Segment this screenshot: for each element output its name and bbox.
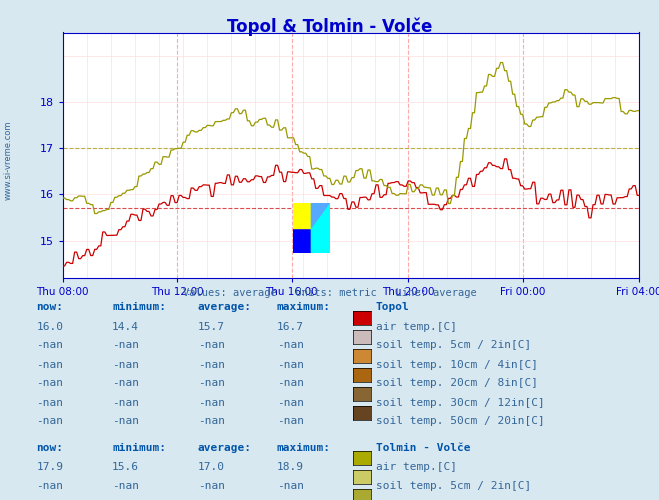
Text: www.si-vreme.com: www.si-vreme.com bbox=[3, 120, 13, 200]
Text: soil temp. 20cm / 8in[C]: soil temp. 20cm / 8in[C] bbox=[376, 378, 538, 388]
Text: 16.0: 16.0 bbox=[36, 322, 63, 332]
Text: average:: average: bbox=[198, 443, 252, 453]
Text: air temp.[C]: air temp.[C] bbox=[376, 322, 457, 332]
Bar bbox=[293, 202, 312, 228]
Text: -nan: -nan bbox=[198, 340, 225, 350]
Text: -nan: -nan bbox=[277, 360, 304, 370]
Text: -nan: -nan bbox=[198, 398, 225, 407]
Text: 18.9: 18.9 bbox=[277, 462, 304, 472]
Text: Tolmin - Volče: Tolmin - Volče bbox=[376, 443, 470, 453]
Text: -nan: -nan bbox=[198, 360, 225, 370]
Text: 17.0: 17.0 bbox=[198, 462, 225, 472]
Text: -nan: -nan bbox=[36, 340, 63, 350]
Text: 15.6: 15.6 bbox=[112, 462, 139, 472]
Text: soil temp. 10cm / 4in[C]: soil temp. 10cm / 4in[C] bbox=[376, 360, 538, 370]
Text: -nan: -nan bbox=[36, 481, 63, 491]
Text: -nan: -nan bbox=[198, 416, 225, 426]
Text: -nan: -nan bbox=[277, 416, 304, 426]
Text: soil temp. 5cm / 2in[C]: soil temp. 5cm / 2in[C] bbox=[376, 481, 531, 491]
Text: 16.7: 16.7 bbox=[277, 322, 304, 332]
Text: 15.7: 15.7 bbox=[198, 322, 225, 332]
Text: -nan: -nan bbox=[112, 340, 139, 350]
Text: -nan: -nan bbox=[36, 378, 63, 388]
Text: -nan: -nan bbox=[277, 378, 304, 388]
Text: -nan: -nan bbox=[277, 398, 304, 407]
Text: maximum:: maximum: bbox=[277, 302, 331, 312]
Text: minimum:: minimum: bbox=[112, 443, 166, 453]
Text: -nan: -nan bbox=[36, 416, 63, 426]
Text: Topol & Tolmin - Volče: Topol & Tolmin - Volče bbox=[227, 18, 432, 36]
Text: now:: now: bbox=[36, 443, 63, 453]
Text: Topol: Topol bbox=[376, 302, 409, 312]
Text: 14.4: 14.4 bbox=[112, 322, 139, 332]
Text: -nan: -nan bbox=[112, 398, 139, 407]
Bar bbox=[293, 228, 312, 252]
Polygon shape bbox=[312, 202, 330, 228]
Text: maximum:: maximum: bbox=[277, 443, 331, 453]
Text: air temp.[C]: air temp.[C] bbox=[376, 462, 457, 472]
Text: -nan: -nan bbox=[36, 398, 63, 407]
Text: average:: average: bbox=[198, 302, 252, 312]
Text: -nan: -nan bbox=[198, 378, 225, 388]
Text: soil temp. 30cm / 12in[C]: soil temp. 30cm / 12in[C] bbox=[376, 398, 544, 407]
Text: -nan: -nan bbox=[112, 360, 139, 370]
Text: -nan: -nan bbox=[277, 340, 304, 350]
Text: minimum:: minimum: bbox=[112, 302, 166, 312]
Text: -nan: -nan bbox=[112, 481, 139, 491]
Text: -nan: -nan bbox=[112, 416, 139, 426]
Text: Values: average   Units: metric   Line: average: Values: average Units: metric Line: aver… bbox=[183, 288, 476, 298]
Text: -nan: -nan bbox=[112, 378, 139, 388]
Text: -nan: -nan bbox=[198, 481, 225, 491]
Text: soil temp. 5cm / 2in[C]: soil temp. 5cm / 2in[C] bbox=[376, 340, 531, 350]
Text: -nan: -nan bbox=[277, 481, 304, 491]
Text: -nan: -nan bbox=[36, 360, 63, 370]
Text: soil temp. 50cm / 20in[C]: soil temp. 50cm / 20in[C] bbox=[376, 416, 544, 426]
Text: now:: now: bbox=[36, 302, 63, 312]
Text: 17.9: 17.9 bbox=[36, 462, 63, 472]
Polygon shape bbox=[312, 202, 330, 252]
